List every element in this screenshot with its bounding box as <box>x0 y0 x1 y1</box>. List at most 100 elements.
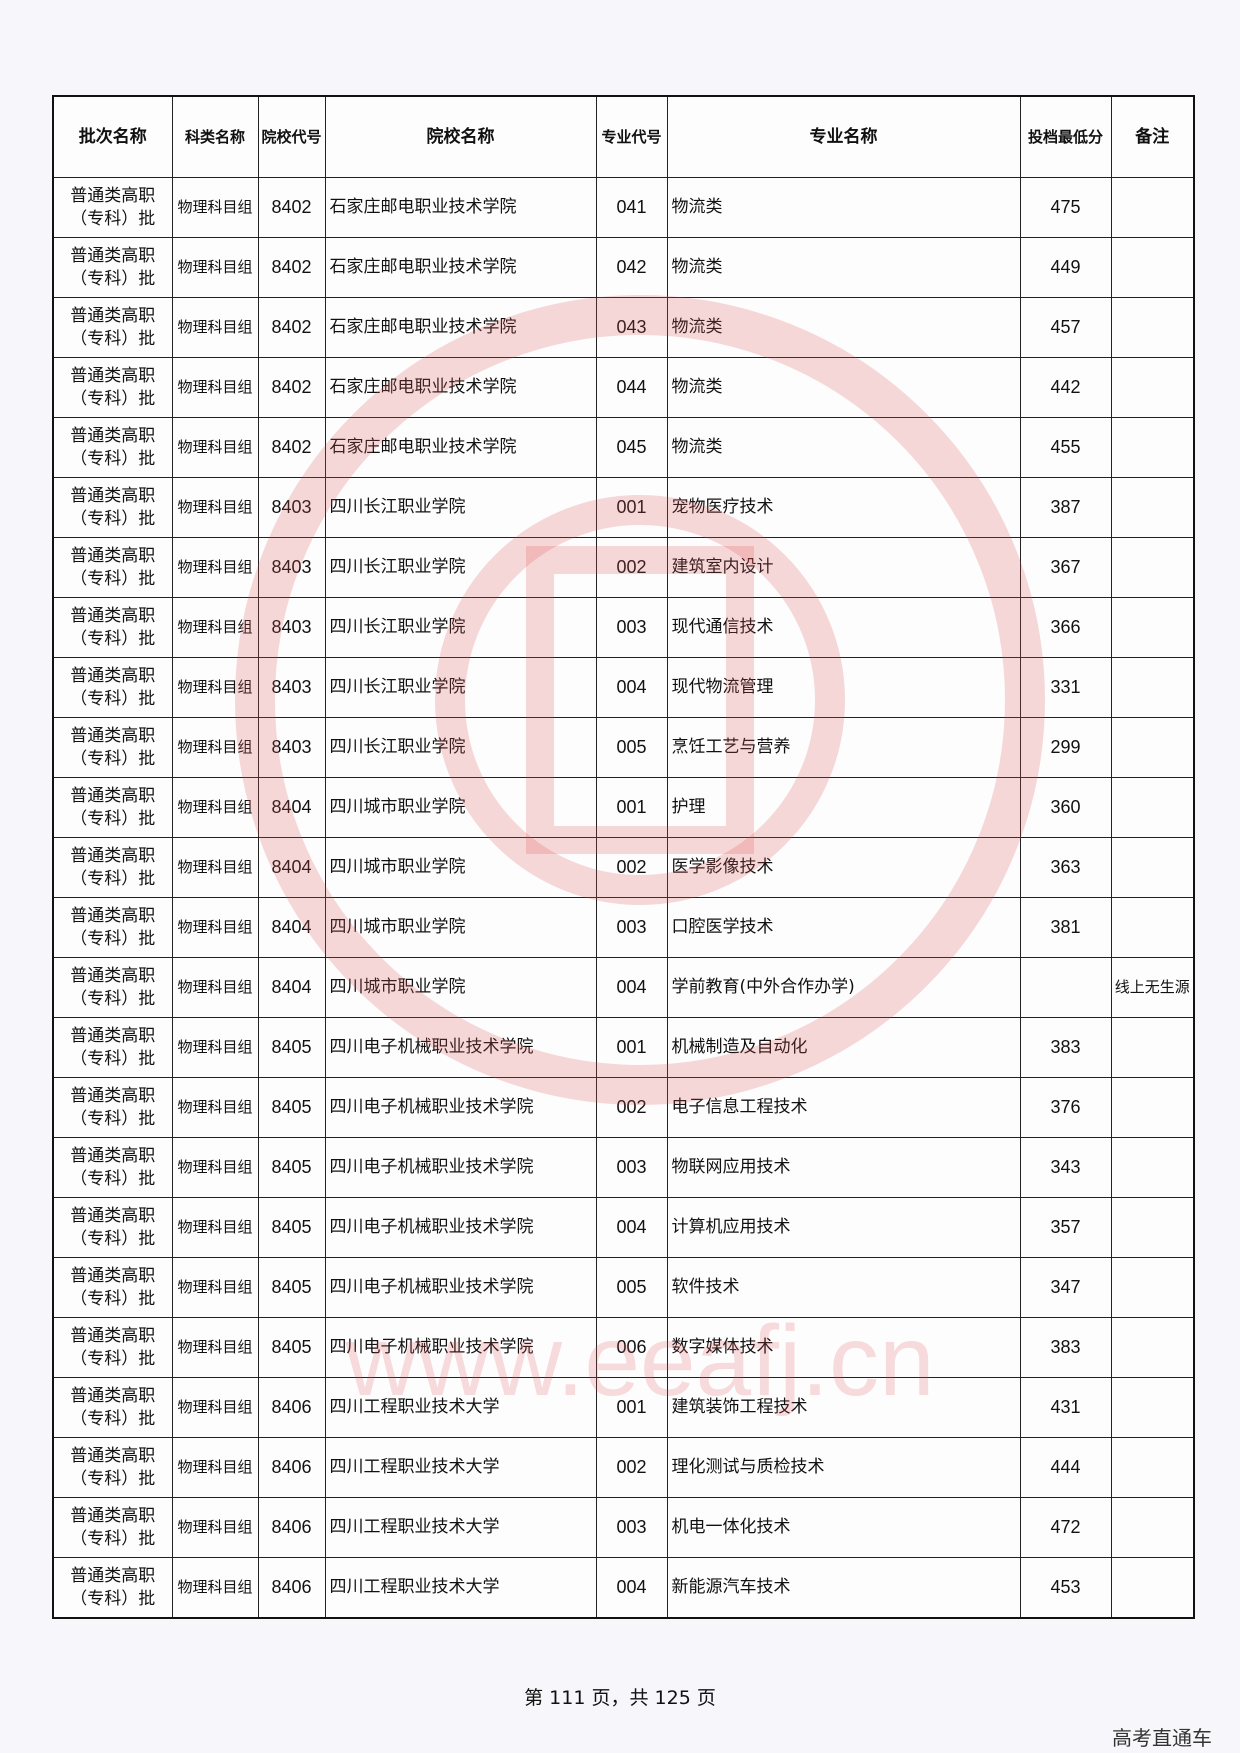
cell-school-name: 石家庄邮电职业技术学院 <box>324 177 597 238</box>
cell-remark <box>1110 357 1195 418</box>
header-row: 批次名称 科类名称 院校代号 院校名称 专业代号 专业名称 投档最低分 备注 <box>52 95 1195 178</box>
cell-category: 物理科目组 <box>171 237 259 298</box>
cell-school-code: 8404 <box>257 897 326 958</box>
cell-min-score: 331 <box>1019 657 1112 718</box>
table-row: 普通类高职 （专科）批 物理科目组 8403 四川长江职业学院 001 宠物医疗技术 387 <box>52 477 1195 538</box>
cell-category: 物理科目组 <box>171 1077 259 1138</box>
cell-school-name: 四川工程职业技术大学 <box>324 1377 597 1438</box>
cell-batch: 普通类高职 （专科）批 <box>52 237 173 298</box>
table-row: 普通类高职 （专科）批 物理科目组 8405 四川电子机械职业技术学院 004 计算机应用技… <box>52 1197 1195 1258</box>
header-school-name: 院校名称 <box>324 95 597 178</box>
cell-school-code: 8405 <box>257 1197 326 1258</box>
cell-batch: 普通类高职 （专科）批 <box>52 777 173 838</box>
table-row: 普通类高职 （专科）批 物理科目组 8403 四川长江职业学院 003 现代通信技术 366 <box>52 597 1195 658</box>
cell-category: 物理科目组 <box>171 357 259 418</box>
cell-school-code: 8402 <box>257 297 326 358</box>
table-row: 普通类高职 （专科）批 物理科目组 8404 四川城市职业学院 003 口腔医学技术 381 <box>52 897 1195 958</box>
cell-batch: 普通类高职 （专科）批 <box>52 657 173 718</box>
table-row: 普通类高职 （专科）批 物理科目组 8402 石家庄邮电职业技术学院 045 物流类 455 <box>52 417 1195 478</box>
cell-school-code: 8402 <box>257 177 326 238</box>
cell-major-name: 数字媒体技术 <box>666 1317 1021 1378</box>
cell-min-score: 357 <box>1019 1197 1112 1258</box>
cell-major-name: 烹饪工艺与营养 <box>666 717 1021 778</box>
cell-school-code: 8402 <box>257 237 326 298</box>
cell-min-score: 475 <box>1019 177 1112 238</box>
cell-remark <box>1110 1137 1195 1198</box>
cell-category: 物理科目组 <box>171 717 259 778</box>
cell-min-score: 457 <box>1019 297 1112 358</box>
table-row: 普通类高职 （专科）批 物理科目组 8405 四川电子机械职业技术学院 003 物联网应用技… <box>52 1137 1195 1198</box>
cell-category: 物理科目组 <box>171 297 259 358</box>
cell-major-code: 003 <box>595 1497 668 1558</box>
table-row: 普通类高职 （专科）批 物理科目组 8406 四川工程职业技术大学 001 建筑装饰工程技术… <box>52 1377 1195 1438</box>
cell-min-score: 367 <box>1019 537 1112 598</box>
cell-school-code: 8403 <box>257 597 326 658</box>
cell-major-name: 物流类 <box>666 297 1021 358</box>
cell-major-code: 001 <box>595 1017 668 1078</box>
cell-major-code: 002 <box>595 537 668 598</box>
cell-batch: 普通类高职 （专科）批 <box>52 837 173 898</box>
cell-major-name: 医学影像技术 <box>666 837 1021 898</box>
cell-remark <box>1110 657 1195 718</box>
cell-min-score: 381 <box>1019 897 1112 958</box>
cell-category: 物理科目组 <box>171 537 259 598</box>
brand-label: 高考直通车 <box>1112 1726 1212 1750</box>
cell-major-code: 003 <box>595 1137 668 1198</box>
table-row: 普通类高职 （专科）批 物理科目组 8405 四川电子机械职业技术学院 001 机械制造及自… <box>52 1017 1195 1078</box>
cell-major-name: 机电一体化技术 <box>666 1497 1021 1558</box>
cell-major-code: 001 <box>595 477 668 538</box>
cell-school-name: 四川城市职业学院 <box>324 897 597 958</box>
cell-batch: 普通类高职 （专科）批 <box>52 1257 173 1318</box>
cell-category: 物理科目组 <box>171 1557 259 1619</box>
cell-min-score: 431 <box>1019 1377 1112 1438</box>
cell-school-code: 8403 <box>257 717 326 778</box>
cell-category: 物理科目组 <box>171 177 259 238</box>
cell-school-name: 四川工程职业技术大学 <box>324 1557 597 1619</box>
table-row: 普通类高职 （专科）批 物理科目组 8406 四川工程职业技术大学 004 新能源汽车技术 4… <box>52 1557 1195 1619</box>
cell-school-code: 8404 <box>257 957 326 1018</box>
cell-major-code: 041 <box>595 177 668 238</box>
cell-remark <box>1110 1317 1195 1378</box>
cell-major-name: 宠物医疗技术 <box>666 477 1021 538</box>
cell-school-code: 8405 <box>257 1257 326 1318</box>
cell-major-name: 建筑室内设计 <box>666 537 1021 598</box>
cell-school-code: 8405 <box>257 1317 326 1378</box>
cell-major-name: 物流类 <box>666 177 1021 238</box>
cell-major-code: 042 <box>595 237 668 298</box>
cell-school-name: 四川长江职业学院 <box>324 537 597 598</box>
cell-major-name: 计算机应用技术 <box>666 1197 1021 1258</box>
cell-school-code: 8406 <box>257 1377 326 1438</box>
cell-remark <box>1110 717 1195 778</box>
cell-major-code: 005 <box>595 1257 668 1318</box>
cell-category: 物理科目组 <box>171 897 259 958</box>
cell-school-code: 8403 <box>257 537 326 598</box>
cell-remark: 线上无生源 <box>1110 957 1195 1018</box>
cell-remark <box>1110 597 1195 658</box>
cell-school-name: 四川长江职业学院 <box>324 597 597 658</box>
cell-remark <box>1110 1257 1195 1318</box>
cell-category: 物理科目组 <box>171 1437 259 1498</box>
cell-category: 物理科目组 <box>171 477 259 538</box>
header-major-code: 专业代号 <box>595 95 668 178</box>
cell-school-code: 8402 <box>257 417 326 478</box>
cell-category: 物理科目组 <box>171 1377 259 1438</box>
cell-batch: 普通类高职 （专科）批 <box>52 1437 173 1498</box>
cell-major-code: 001 <box>595 777 668 838</box>
cell-school-code: 8404 <box>257 777 326 838</box>
cell-major-name: 理化测试与质检技术 <box>666 1437 1021 1498</box>
cell-batch: 普通类高职 （专科）批 <box>52 1197 173 1258</box>
cell-major-code: 004 <box>595 1557 668 1619</box>
cell-major-code: 002 <box>595 1437 668 1498</box>
cell-category: 物理科目组 <box>171 1017 259 1078</box>
header-min-score: 投档最低分 <box>1019 95 1112 178</box>
cell-major-code: 003 <box>595 597 668 658</box>
table-row: 普通类高职 （专科）批 物理科目组 8402 石家庄邮电职业技术学院 044 物流类 442 <box>52 357 1195 418</box>
cell-major-name: 物流类 <box>666 357 1021 418</box>
cell-min-score: 343 <box>1019 1137 1112 1198</box>
cell-major-name: 新能源汽车技术 <box>666 1557 1021 1619</box>
table-row: 普通类高职 （专科）批 物理科目组 8405 四川电子机械职业技术学院 006 数字媒体技术… <box>52 1317 1195 1378</box>
cell-batch: 普通类高职 （专科）批 <box>52 597 173 658</box>
cell-remark <box>1110 1557 1195 1619</box>
cell-school-name: 四川长江职业学院 <box>324 657 597 718</box>
cell-remark <box>1110 477 1195 538</box>
